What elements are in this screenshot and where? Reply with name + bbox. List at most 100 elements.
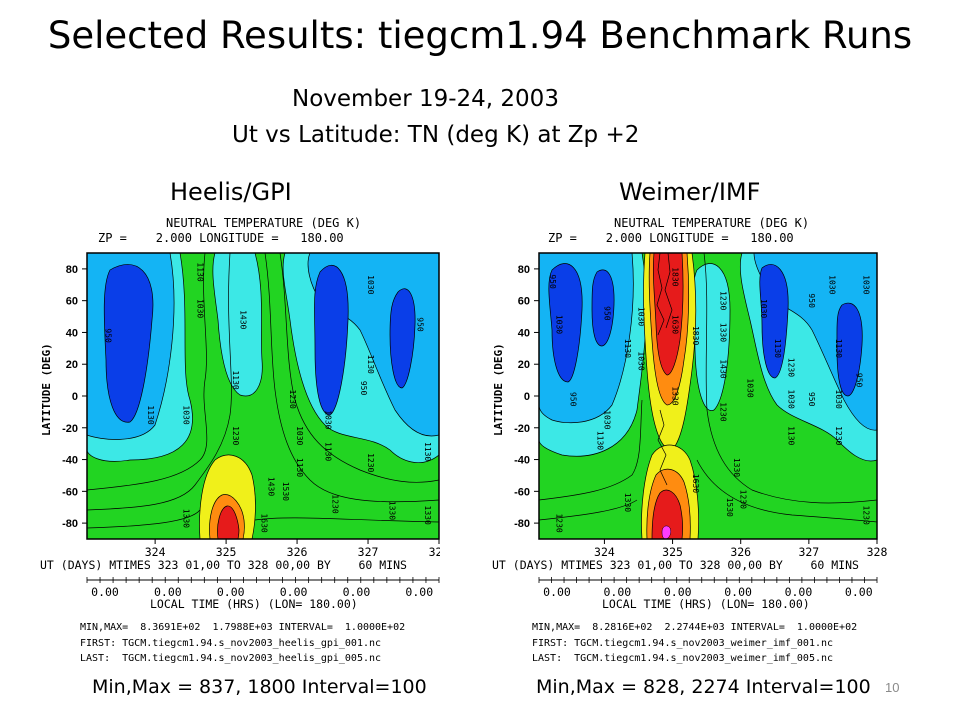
contour-label: 1130 xyxy=(366,355,375,374)
contour-label: 1630 xyxy=(691,474,700,493)
contour-label: 1030 xyxy=(182,405,191,424)
contour-label: 1330 xyxy=(387,501,396,520)
x-tick-label: 325 xyxy=(216,545,237,559)
contour-label: 1030 xyxy=(602,410,611,429)
contour-label: 1530 xyxy=(281,482,290,501)
lt-tick-label: 0.00 xyxy=(724,585,752,599)
minmax-line: MIN,MAX= 8.2816E+02 2.2744E+03 INTERVAL=… xyxy=(532,622,857,633)
contour-label: 1030 xyxy=(196,299,205,318)
y-tick-label: 80 xyxy=(518,264,530,276)
lt-tick-label: 0.00 xyxy=(604,585,632,599)
contour-label: 1830 xyxy=(671,267,680,286)
contour-label: 1130 xyxy=(196,262,205,281)
y-tick-label: 60 xyxy=(518,296,530,308)
contour-label: 1030 xyxy=(295,426,304,445)
local-time-label: LOCAL TIME (HRS) (LON= 180.00) xyxy=(150,597,358,611)
darkblue-region-right-1 xyxy=(759,264,789,379)
panel-title-heelis: Heelis/GPI xyxy=(170,178,292,206)
contour-label: 1030 xyxy=(636,351,645,370)
contour-label: 1130 xyxy=(423,442,432,461)
contour-label: 1030 xyxy=(366,275,375,294)
contour-label: 1330 xyxy=(671,386,680,405)
ut-axis-line: UT (DAYS) MTIMES 323 01,00 TO 328 00,00 … xyxy=(40,558,407,572)
lt-tick-label: 0.00 xyxy=(91,585,119,599)
last-file-line: LAST: TGCM.tiegcm1.94.s_nov2003_heelis_g… xyxy=(80,653,381,664)
contour-label: 1530 xyxy=(725,498,734,517)
red-region xyxy=(217,505,240,539)
contour-label: 1230 xyxy=(555,513,564,532)
contour-label: 1230 xyxy=(786,358,795,377)
contour-label: 1330 xyxy=(732,458,741,477)
lt-tick-label: 0.00 xyxy=(154,585,182,599)
ut-axis-line: UT (DAYS) MTIMES 323 01,00 TO 328 00,00 … xyxy=(492,558,859,572)
contour-label: 1030 xyxy=(746,378,755,397)
contour-label: 950 xyxy=(602,306,611,321)
contour-label: 950 xyxy=(416,317,425,332)
darkblue-region-left-2 xyxy=(591,269,615,347)
x-tick-label: 327 xyxy=(798,545,819,559)
darkblue-region-right-1 xyxy=(314,265,349,416)
contour-label: 1430 xyxy=(238,310,247,329)
contour-label: 950 xyxy=(568,392,577,407)
contour-label: 1430 xyxy=(267,477,276,496)
lt-tick-label: 0.00 xyxy=(280,585,308,599)
contour-label: 950 xyxy=(548,274,557,289)
y-tick-label: 0 xyxy=(524,391,530,403)
contour-label: 1030 xyxy=(834,390,843,409)
axis-ticks: 80 60 40 20 0 -20 -40 -60 -80 324 325 326 327 328 xyxy=(514,264,887,559)
contour-label: 1030 xyxy=(827,275,836,294)
contour-label: 1130 xyxy=(146,405,155,424)
slide-number: 10 xyxy=(885,680,900,695)
plot-header-1: NEUTRAL TEMPERATURE (DEG K) xyxy=(166,216,361,230)
first-file-line: FIRST: TGCM.tiegcm1.94.s_nov2003_weimer_… xyxy=(532,638,833,649)
contour-label: 1030 xyxy=(555,315,564,334)
contour-label: 1230 xyxy=(366,453,375,472)
contour-label: 1630 xyxy=(260,513,269,532)
darkblue-region-right-2 xyxy=(836,302,863,397)
contour-label: 1230 xyxy=(718,291,727,310)
x-tick-label: 326 xyxy=(730,545,751,559)
lt-tick-label: 0.00 xyxy=(343,585,371,599)
y-tick-label: -80 xyxy=(514,518,530,530)
contour-label: 1130 xyxy=(623,339,632,358)
cyan-region-mid xyxy=(212,253,263,397)
y-tick-label: -40 xyxy=(62,455,78,467)
weimer-plot-panel: NEUTRAL TEMPERATURE (DEG K) ZP = 2.000 L… xyxy=(492,210,892,672)
contour-field xyxy=(87,253,439,539)
contour-label: 1030 xyxy=(861,275,870,294)
heelis-plot-panel: NEUTRAL TEMPERATURE (DEG K) ZP = 2.000 L… xyxy=(40,210,440,672)
lt-tick-label: 0.00 xyxy=(405,585,433,599)
contour-lines xyxy=(87,253,439,529)
lt-tick-label: 0.00 xyxy=(217,585,245,599)
contour-label: 1130 xyxy=(231,370,240,389)
contour-label-layer: 950 1030 950 950 1030 1130 1030 1030 1130 1830 163… xyxy=(548,267,870,533)
red-region-south xyxy=(651,489,683,539)
lt-tick-label: 0.00 xyxy=(664,585,692,599)
local-time-label: LOCAL TIME (HRS) (LON= 180.00) xyxy=(602,597,810,611)
y-tick-label: -60 xyxy=(62,486,78,498)
contour-label: 1230 xyxy=(834,426,843,445)
contour-label: 1230 xyxy=(331,494,340,513)
y-axis-label: LATITUDE (DEG) xyxy=(40,343,53,436)
contour-label: 1630 xyxy=(671,315,680,334)
date-line: November 19-24, 2003 xyxy=(292,86,559,112)
contour-label: 1030 xyxy=(636,307,645,326)
x-tick-label: 328 xyxy=(429,545,440,559)
local-time-ticks: 0.00 0.00 0.00 0.00 0.00 0.00 xyxy=(538,577,878,599)
contour-label: 1230 xyxy=(718,402,727,421)
contour-label: 1230 xyxy=(861,506,870,525)
y-tick-label: 40 xyxy=(66,327,78,339)
x-tick-label: 328 xyxy=(867,545,888,559)
contour-label: 1330 xyxy=(423,506,432,525)
contour-label: 1030 xyxy=(786,390,795,409)
contour-lines xyxy=(539,253,877,523)
contour-label: 950 xyxy=(103,328,112,343)
plot-header-2: ZP = 2.000 LONGITUDE = 180.00 xyxy=(548,231,794,245)
x-tick-label: 324 xyxy=(145,545,166,559)
plot-header-1: NEUTRAL TEMPERATURE (DEG K) xyxy=(614,216,809,230)
y-axis-label: LATITUDE (DEG) xyxy=(492,343,505,436)
subtitle: Ut vs Latitude: TN (deg K) at Zp +2 xyxy=(232,122,640,148)
weimer-minmax-summary: Min,Max = 828, 2274 Interval=100 xyxy=(536,676,871,698)
darkblue-region-left xyxy=(103,264,154,423)
local-time-ticks: 0.00 0.00 0.00 0.00 0.00 0.00 xyxy=(86,577,440,599)
